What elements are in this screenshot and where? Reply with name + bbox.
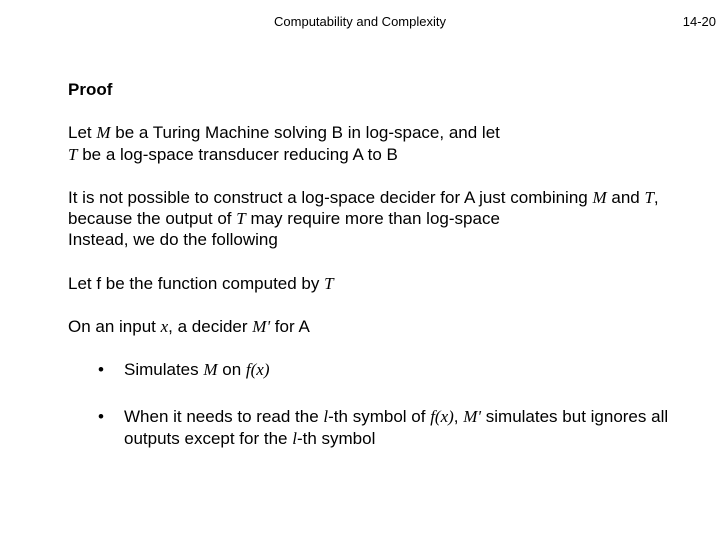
- text: and: [607, 188, 645, 207]
- text: be a log-space transducer reducing: [77, 145, 352, 164]
- var-A: A: [298, 317, 309, 336]
- text: On an input: [68, 317, 161, 336]
- var-M: M: [96, 123, 110, 142]
- bullet-list: Simulates M on f(x) When it needs to rea…: [68, 359, 680, 449]
- text: to: [363, 145, 387, 164]
- text: in log-space, and let: [343, 123, 500, 142]
- text: Let f be the function computed by: [68, 274, 324, 293]
- var-T: T: [236, 209, 245, 228]
- page-number: 14-20: [683, 14, 716, 29]
- paragraph-1: Let M be a Turing Machine solving B in l…: [68, 122, 680, 165]
- var-M: M: [592, 188, 606, 207]
- slide-content: Proof Let M be a Turing Machine solving …: [0, 29, 720, 449]
- text: Simulates: [124, 360, 203, 379]
- text: Instead, we do the following: [68, 230, 278, 249]
- var-A: A: [352, 145, 362, 164]
- text: be a Turing Machine solving: [111, 123, 332, 142]
- paragraph-2: It is not possible to construct a log-sp…: [68, 187, 680, 251]
- text: may require more than log-space: [246, 209, 500, 228]
- text: just combining: [474, 188, 592, 207]
- text: , a decider: [168, 317, 252, 336]
- text: It is not possible to construct a log-sp…: [68, 188, 464, 207]
- bullet-2: When it needs to read the l-th symbol of…: [98, 406, 680, 449]
- var-T: T: [324, 274, 333, 293]
- text: -th symbol of: [328, 407, 430, 426]
- var-M: M: [203, 360, 217, 379]
- var-B: B: [332, 123, 343, 142]
- var-fx: f(x): [246, 360, 270, 379]
- proof-heading: Proof: [68, 79, 680, 100]
- text: Let: [68, 123, 96, 142]
- text: -th symbol: [297, 429, 375, 448]
- var-T: T: [644, 188, 653, 207]
- var-A: A: [464, 188, 474, 207]
- slide-header: Computability and Complexity: [0, 0, 720, 29]
- var-fx: f(x): [430, 407, 454, 426]
- paragraph-3: Let f be the function computed by T: [68, 273, 680, 294]
- var-B: B: [387, 145, 398, 164]
- text: on: [218, 360, 246, 379]
- text: ,: [454, 407, 463, 426]
- text: When it needs to read the: [124, 407, 323, 426]
- var-M-prime: M': [463, 407, 481, 426]
- text: for: [270, 317, 298, 336]
- paragraph-4: On an input x, a decider M' for A: [68, 316, 680, 337]
- var-M-prime: M': [252, 317, 270, 336]
- bullet-1: Simulates M on f(x): [98, 359, 680, 380]
